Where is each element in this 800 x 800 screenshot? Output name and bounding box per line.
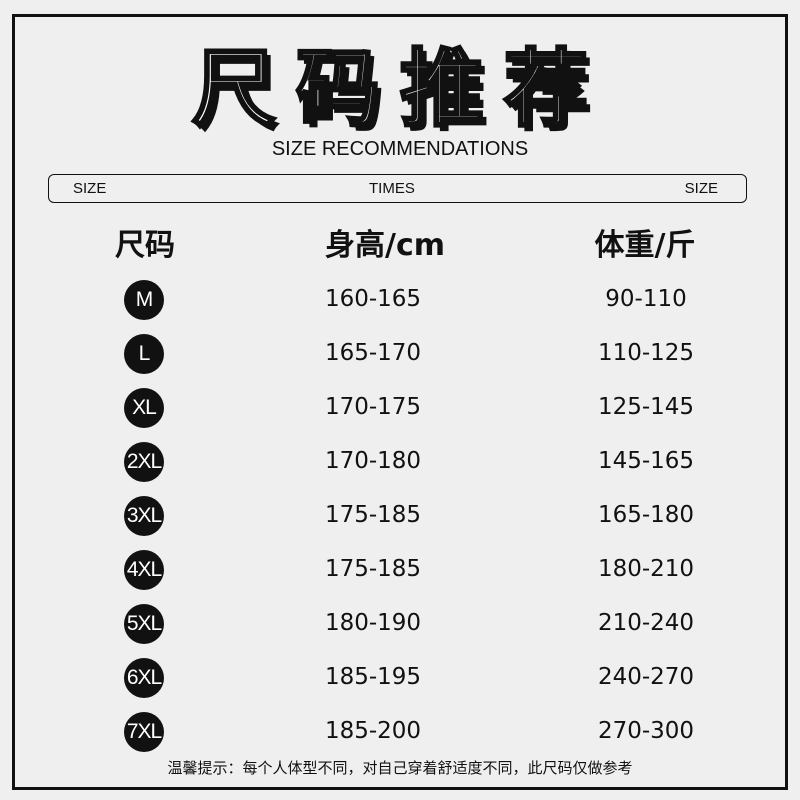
weight-cell: 240-270 (597, 664, 695, 690)
height-cell: 170-175 (324, 394, 422, 420)
height-cell: 175-185 (324, 556, 422, 582)
table-row: M 160-165 90-110 (0, 280, 800, 354)
table-row: 7XL 185-200 270-300 (0, 712, 800, 786)
height-cell: 160-165 (324, 286, 422, 312)
weight-cell: 180-210 (597, 556, 695, 582)
bar-right-label: SIZE (684, 180, 718, 197)
size-badge: XL (124, 388, 164, 428)
page-subtitle: SIZE RECOMMENDATIONS (271, 138, 529, 160)
height-cell: 180-190 (324, 610, 422, 636)
height-cell: 185-200 (324, 718, 422, 744)
chart-border (12, 14, 788, 790)
column-header-height: 身高/cm (325, 228, 445, 263)
bar-left-label: SIZE (73, 180, 107, 197)
table-row: 2XL 170-180 145-165 (0, 442, 800, 516)
table-row: 3XL 175-185 165-180 (0, 496, 800, 570)
weight-cell: 165-180 (597, 502, 695, 528)
column-header-size: 尺码 (115, 228, 175, 263)
size-badge: 6XL (124, 658, 164, 698)
column-header-weight: 体重/斤 (594, 228, 696, 263)
height-cell: 170-180 (324, 448, 422, 474)
size-badge: L (124, 334, 164, 374)
table-row: 6XL 185-195 240-270 (0, 658, 800, 732)
weight-cell: 145-165 (597, 448, 695, 474)
table-row: 4XL 175-185 180-210 (0, 550, 800, 624)
header-bar: SIZE TIMES SIZE (48, 174, 747, 203)
height-cell: 165-170 (324, 340, 422, 366)
weight-cell: 210-240 (597, 610, 695, 636)
size-badge: 7XL (124, 712, 164, 752)
table-row: 5XL 180-190 210-240 (0, 604, 800, 678)
weight-cell: 270-300 (597, 718, 695, 744)
weight-cell: 110-125 (597, 340, 695, 366)
height-cell: 185-195 (324, 664, 422, 690)
footnote: 温馨提示：每个人体型不同，对自己穿着舒适度不同，此尺码仅做参考 (167, 759, 633, 777)
bar-center-label: TIMES (369, 180, 415, 197)
table-row: XL 170-175 125-145 (0, 388, 800, 462)
table-row: L 165-170 110-125 (0, 334, 800, 408)
size-badge: 4XL (124, 550, 164, 590)
height-cell: 175-185 (324, 502, 422, 528)
size-badge: 3XL (124, 496, 164, 536)
weight-cell: 90-110 (605, 286, 687, 312)
size-badge: 5XL (124, 604, 164, 644)
weight-cell: 125-145 (597, 394, 695, 420)
page-title: 尺码推荐 (190, 39, 608, 140)
size-badge: 2XL (124, 442, 164, 482)
size-badge: M (124, 280, 164, 320)
